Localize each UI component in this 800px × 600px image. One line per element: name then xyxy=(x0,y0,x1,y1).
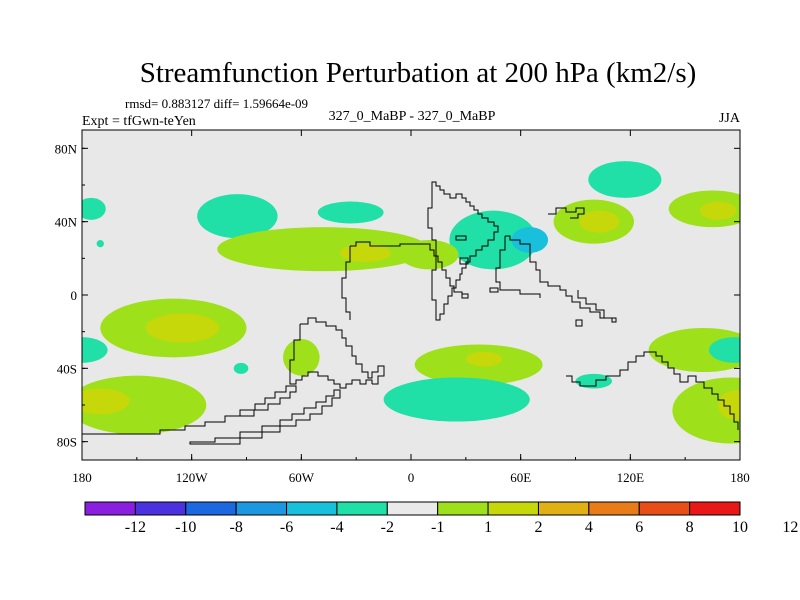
colorbar-swatch-9 xyxy=(537,501,590,516)
colorbar-label-10: 6 xyxy=(635,519,643,536)
x-tick-label-0: 180 xyxy=(72,470,92,485)
x-tick-label-2: 60W xyxy=(289,470,315,485)
colorbar-label-3: -6 xyxy=(280,519,293,536)
coastline-australia xyxy=(566,351,739,430)
chart-title: Streamfunction Perturbation at 200 hPa (… xyxy=(140,57,697,89)
anomaly-region-19 xyxy=(708,337,740,363)
y-axis: 80N 40N 0 40S 80S xyxy=(55,141,740,450)
coastline-africa-south xyxy=(495,236,541,298)
coastline-asia-west xyxy=(341,246,351,320)
y-tick-label-1: 40N xyxy=(55,215,78,230)
anomaly-region-22 xyxy=(82,388,130,415)
right-label: JJA xyxy=(719,111,741,126)
colorbar-label-11: 8 xyxy=(686,519,694,536)
colorbar-swatch-12 xyxy=(689,501,741,516)
colorbar-label-6: -1 xyxy=(431,519,444,536)
colorbar-label-9: 4 xyxy=(585,519,593,536)
anomaly-region-27 xyxy=(233,362,249,374)
anomaly-region-18 xyxy=(648,328,740,372)
coastline-pacific-rim xyxy=(350,241,463,298)
colorbar-swatch-6 xyxy=(386,501,439,516)
colorbar-label-1: -10 xyxy=(175,519,196,536)
anomaly-region-8 xyxy=(400,240,459,270)
anomaly-region-17 xyxy=(465,351,503,367)
coastlines xyxy=(82,181,739,445)
anomaly-region-12 xyxy=(699,201,737,220)
anomaly-region-5 xyxy=(588,161,662,198)
y-tick-label-3: 40S xyxy=(57,361,77,376)
colorbar-label-4: -4 xyxy=(330,519,343,536)
anomaly-region-7 xyxy=(339,243,391,262)
x-tick-label-4: 60E xyxy=(510,470,531,485)
x-tick-label-1: 120W xyxy=(176,470,209,485)
colorbar-label-5: -2 xyxy=(381,519,394,536)
colorbar-swatch-10 xyxy=(588,501,640,516)
colorbar-label-12: 10 xyxy=(732,519,748,536)
colorbar-label-2: -8 xyxy=(229,519,242,536)
anomaly-region-10 xyxy=(579,210,620,233)
coastline-africa xyxy=(505,235,617,323)
coastline-southern-arm-1 xyxy=(82,385,297,435)
anomaly-region-28 xyxy=(96,240,104,248)
colorbar-swatch-11 xyxy=(638,501,691,516)
stats-line: rmsd= 0.883127 diff= 1.59664e-09 xyxy=(125,96,308,111)
colorbar-swatch-7 xyxy=(437,501,489,516)
center-label: 327_0_MaBP - 327_0_MaBP xyxy=(329,109,496,124)
anomaly-region-15 xyxy=(283,339,320,376)
anomaly-region-26 xyxy=(575,373,613,389)
coastline-south-america-west xyxy=(289,324,373,389)
anomaly-region-0 xyxy=(82,197,106,220)
anomaly-region-20 xyxy=(82,337,108,363)
y-tick-label-4: 80S xyxy=(57,435,77,450)
anomaly-region-6 xyxy=(217,227,430,272)
anomaly-region-24 xyxy=(718,390,740,420)
colorbar-swatch-2 xyxy=(185,501,237,516)
colorbar-label-0: -12 xyxy=(125,519,146,536)
colorbar-label-8: 2 xyxy=(534,519,542,536)
anomaly-region-25 xyxy=(383,377,530,422)
colorbar-swatch-4 xyxy=(286,501,338,516)
x-tick-label-6: 180 xyxy=(730,470,750,485)
coastline-small-islands xyxy=(455,235,583,327)
colorbar-swatch-0 xyxy=(84,501,136,516)
colorbar: -12 -10 -8 -6 -4 -2 -1 1 2 4 6 8 10 12 xyxy=(84,501,798,536)
colorbar-label-13: 12 xyxy=(782,519,798,536)
coastline-eurasia-north xyxy=(548,207,585,219)
coastline-south-america-east xyxy=(300,317,385,385)
anomaly-region-1 xyxy=(197,194,278,239)
colorbar-swatch-1 xyxy=(134,501,187,516)
y-tick-label-0: 80N xyxy=(55,141,78,156)
left-label: Expt = tfGwn-teYen xyxy=(82,114,196,129)
anomaly-region-14 xyxy=(145,313,220,343)
x-tick-label-5: 120E xyxy=(617,470,645,485)
anomaly-region-23 xyxy=(672,377,740,444)
anomaly-region-4 xyxy=(511,227,549,253)
coastline-southern-arm-2 xyxy=(189,389,341,445)
contour-fields xyxy=(82,161,740,444)
colorbar-swatch-8 xyxy=(487,501,539,516)
coastline-north-america xyxy=(427,181,499,321)
colorbar-swatch-5 xyxy=(336,501,388,516)
y-tick-label-2: 0 xyxy=(71,288,78,303)
colorbar-label-7: 1 xyxy=(484,519,492,536)
anomaly-region-2 xyxy=(317,201,384,224)
colorbar-swatch-3 xyxy=(235,501,288,516)
x-tick-label-3: 0 xyxy=(408,470,415,485)
x-axis: 180 120W 60W 0 60E 120E 180 xyxy=(72,130,750,485)
